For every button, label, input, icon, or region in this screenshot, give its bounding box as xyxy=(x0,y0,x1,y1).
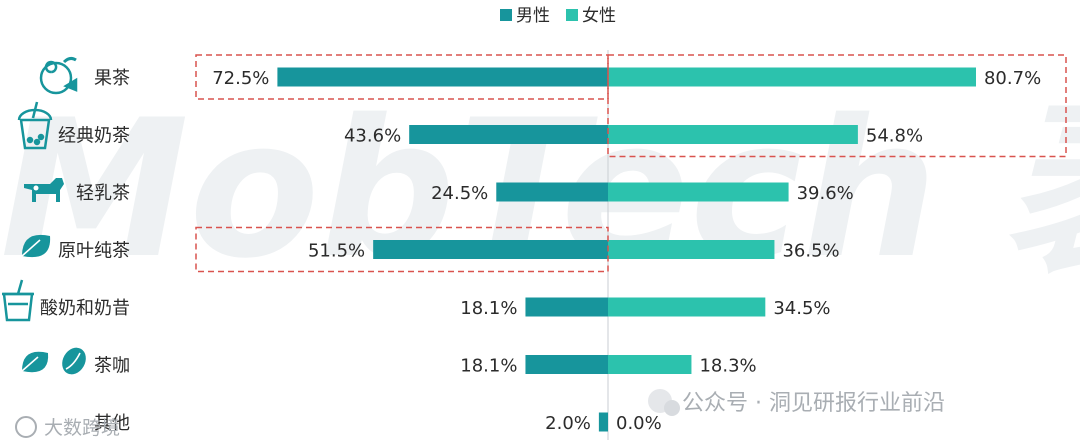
highlight-boxes xyxy=(195,54,1067,273)
bar-female xyxy=(608,67,976,87)
category-label: 经典奶茶 xyxy=(58,126,130,147)
value-label-female: 18.3% xyxy=(699,356,756,377)
value-label-male: 18.1% xyxy=(460,298,517,319)
category-label: 原叶纯茶 xyxy=(58,241,130,262)
cow-icon xyxy=(24,178,64,202)
value-label-female: 54.8% xyxy=(866,126,923,147)
category-icons xyxy=(2,56,86,375)
bar-female xyxy=(608,182,789,202)
bubble-tea-cup-icon xyxy=(17,101,53,150)
value-label-male: 72.5% xyxy=(212,68,269,89)
legend-swatch-female xyxy=(566,9,578,21)
category-label: 酸奶和奶昔 xyxy=(40,298,130,319)
value-label-male: 18.1% xyxy=(460,356,517,377)
value-label-female: 36.5% xyxy=(782,241,839,262)
value-labels: 72.5% 80.7% 43.6% 54.8% 24.5% 39.6% 51.5% 36.5%… xyxy=(212,68,1041,434)
value-label-female: 80.7% xyxy=(984,68,1041,89)
bar-male xyxy=(525,297,608,317)
highlight-box xyxy=(195,54,609,100)
legend: 男性 女性 xyxy=(500,6,616,26)
legend-swatch-male xyxy=(500,9,512,21)
footer-watermark: 公众号 · 洞见研报行业前沿 xyxy=(648,389,945,416)
leaf-icon xyxy=(21,234,51,258)
category-label: 其他 xyxy=(94,413,130,434)
bar-male xyxy=(598,412,608,432)
value-label-male: 2.0% xyxy=(545,413,591,434)
category-label: 果茶 xyxy=(94,68,130,89)
category-label: 茶咖 xyxy=(94,356,130,377)
weibo-icon xyxy=(15,416,37,438)
shake-cup-icon xyxy=(2,279,34,322)
legend-label-female: 女性 xyxy=(582,6,616,26)
bar-male xyxy=(525,355,608,374)
bar-male xyxy=(373,240,608,259)
bars xyxy=(277,67,976,432)
bar-female xyxy=(608,355,692,374)
legend-label-male: 男性 xyxy=(516,6,550,26)
highlight-box xyxy=(195,226,609,273)
footer-watermark-text: 公众号 · 洞见研报行业前沿 xyxy=(682,391,945,416)
value-label-male: 24.5% xyxy=(431,183,488,204)
value-label-male: 43.6% xyxy=(344,126,401,147)
value-label-female: 0.0% xyxy=(616,413,662,434)
value-label-female: 34.5% xyxy=(773,298,830,319)
bar-male xyxy=(496,182,608,202)
footer-left-watermark: 大数跨境 xyxy=(15,416,120,439)
bar-female xyxy=(608,125,858,144)
bar-male xyxy=(277,67,608,87)
wechat-icon-dot xyxy=(664,400,680,416)
value-label-female: 39.6% xyxy=(797,183,854,204)
bar-male xyxy=(409,125,608,144)
bar-female xyxy=(608,297,766,317)
footer-left-watermark-text: 大数跨境 xyxy=(44,417,120,439)
value-label-male: 51.5% xyxy=(308,241,365,262)
fruit-icon xyxy=(39,56,78,95)
bar-female xyxy=(608,240,775,259)
leaf-and-coffee-bean-icon xyxy=(21,347,86,375)
category-label: 轻乳茶 xyxy=(76,183,130,204)
